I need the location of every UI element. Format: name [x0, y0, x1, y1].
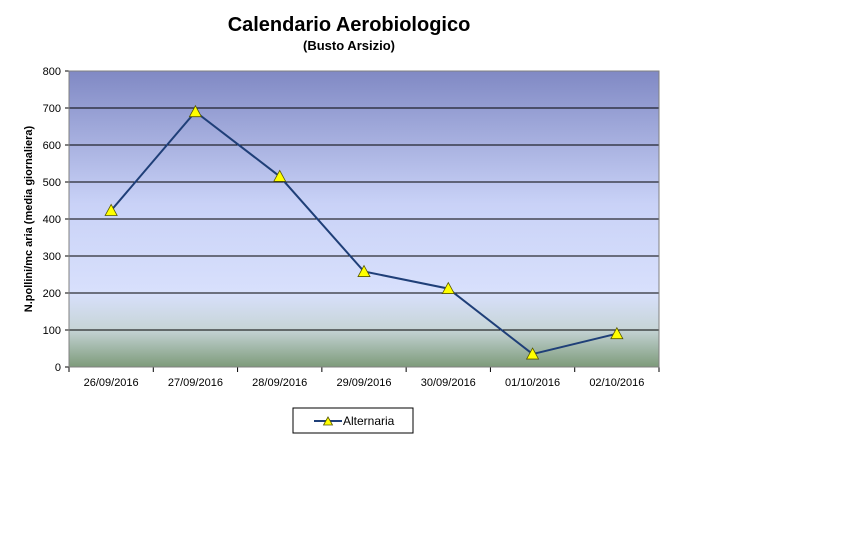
x-tick-label: 30/09/2016	[421, 377, 476, 389]
y-tick-label: 200	[43, 288, 61, 300]
y-tick-label: 800	[43, 66, 61, 78]
x-tick-label: 28/09/2016	[252, 377, 307, 389]
y-tick-label: 400	[43, 214, 61, 226]
y-axis-label: N.pollini/mc aria (media giornaliera)	[23, 125, 35, 312]
y-tick-label: 0	[55, 362, 61, 374]
legend: Alternaria	[292, 407, 414, 434]
data-point-marker	[441, 281, 455, 294]
y-tick-label: 700	[43, 103, 61, 115]
series-alternaria	[104, 104, 624, 360]
data-point-marker	[188, 104, 203, 118]
x-tick-label: 27/09/2016	[168, 377, 223, 389]
y-tick-label: 500	[43, 177, 61, 189]
legend-triangle-marker-icon	[322, 416, 334, 426]
data-point-marker	[357, 264, 371, 277]
data-point-marker	[104, 203, 118, 216]
data-point-marker	[610, 326, 624, 340]
legend-label: Alternaria	[343, 414, 395, 428]
grid-lines	[69, 107, 659, 331]
chart-title: Calendario Aerobiologico	[228, 14, 471, 36]
y-tick-label: 300	[43, 251, 61, 263]
data-point-marker	[273, 169, 287, 182]
y-tick-label: 100	[43, 325, 61, 337]
chart-subtitle: (Busto Arsizio)	[303, 38, 395, 53]
x-axis-ticks: 26/09/2016 27/09/2016 28/09/2016 29/09/2016…	[68, 367, 660, 389]
y-tick-label: 600	[43, 140, 61, 152]
x-tick-label: 29/09/2016	[336, 377, 391, 389]
x-tick-label: 01/10/2016	[505, 377, 560, 389]
x-tick-label: 02/10/2016	[589, 377, 644, 389]
data-point-marker	[525, 347, 540, 360]
plot-frame	[68, 70, 660, 368]
legend-box	[292, 407, 414, 434]
y-axis-ticks: 0 100 200 300 400 500 600 700 800	[43, 66, 69, 374]
x-tick-label: 26/09/2016	[84, 377, 139, 389]
